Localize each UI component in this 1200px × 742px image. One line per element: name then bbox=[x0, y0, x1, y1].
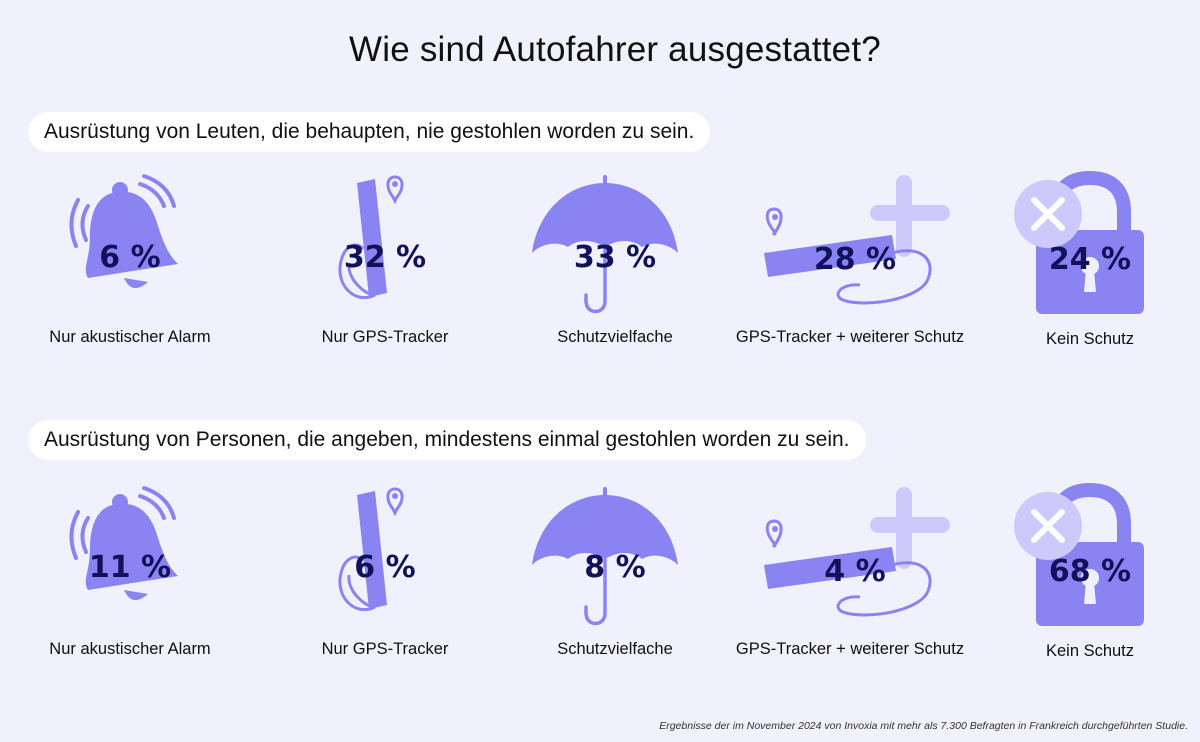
stat-value: 4 % bbox=[824, 554, 886, 589]
gps-tracker-plus-icon bbox=[764, 487, 950, 617]
section-row: 6 % Nur akustischer Alarm 32 % Nur GPS-T… bbox=[0, 170, 1200, 370]
stat-value: 28 % bbox=[813, 242, 897, 277]
stat-value: 8 % bbox=[584, 550, 646, 585]
stat-label: Nur GPS-Tracker bbox=[321, 328, 449, 346]
stat-label: GPS-Tracker + weiterer Schutz bbox=[735, 640, 965, 658]
stat-label: Nur GPS-Tracker bbox=[321, 640, 449, 658]
stat-value: 33 % bbox=[573, 240, 657, 275]
stat-item-alarm: 6 % Nur akustischer Alarm bbox=[0, 170, 260, 360]
stat-item-umbrella: 8 % Schutzvielfache bbox=[485, 482, 745, 672]
stat-label: GPS-Tracker + weiterer Schutz bbox=[735, 328, 965, 346]
stat-item-alarm: 11 % Nur akustischer Alarm bbox=[0, 482, 260, 672]
stat-label: Schutzvielfache bbox=[557, 328, 673, 346]
umbrella-icon bbox=[532, 175, 678, 314]
section-row: 11 % Nur akustischer Alarm 6 % Nur GPS-T… bbox=[0, 482, 1200, 682]
section-heading: Ausrüstung von Leuten, die behaupten, ni… bbox=[28, 112, 711, 152]
padlock-x-icon bbox=[1014, 482, 1144, 626]
bell-icon bbox=[69, 174, 178, 289]
bell-icon bbox=[69, 486, 178, 601]
stat-item-umbrella: 33 % Schutzvielfache bbox=[485, 170, 745, 360]
stat-item-no-protection: 68 % Kein Schutz bbox=[960, 482, 1200, 672]
padlock-x-icon bbox=[1014, 170, 1144, 314]
stat-value: 6 % bbox=[99, 240, 161, 275]
stat-value: 11 % bbox=[88, 550, 172, 585]
stat-item-gps: 32 % Nur GPS-Tracker bbox=[255, 170, 515, 360]
stat-label: Nur akustischer Alarm bbox=[49, 328, 211, 346]
stat-item-gps-plus: 28 % GPS-Tracker + weiterer Schutz bbox=[725, 170, 985, 360]
stat-label: Schutzvielfache bbox=[557, 640, 673, 658]
stat-value: 24 % bbox=[1048, 242, 1132, 277]
gps-tracker-plus-icon bbox=[764, 175, 950, 305]
stat-item-gps-plus: 4 % GPS-Tracker + weiterer Schutz bbox=[725, 482, 985, 672]
gps-tracker-icon bbox=[338, 487, 404, 612]
page-title: Wie sind Autofahrer ausgestattet? bbox=[349, 30, 881, 69]
footnote: Ergebnisse der im November 2024 von Invo… bbox=[659, 720, 1188, 732]
section-heading: Ausrüstung von Personen, die angeben, mi… bbox=[28, 420, 866, 460]
stat-item-gps: 6 % Nur GPS-Tracker bbox=[255, 482, 515, 672]
stat-label: Nur akustischer Alarm bbox=[49, 640, 211, 658]
stat-label: Kein Schutz bbox=[1045, 642, 1135, 660]
stat-label: Kein Schutz bbox=[1045, 330, 1135, 348]
stat-item-no-protection: 24 % Kein Schutz bbox=[960, 170, 1200, 360]
gps-tracker-icon bbox=[338, 175, 404, 300]
stat-value: 68 % bbox=[1048, 554, 1132, 589]
stat-value: 6 % bbox=[354, 550, 416, 585]
stat-value: 32 % bbox=[343, 240, 427, 275]
umbrella-icon bbox=[532, 487, 678, 626]
